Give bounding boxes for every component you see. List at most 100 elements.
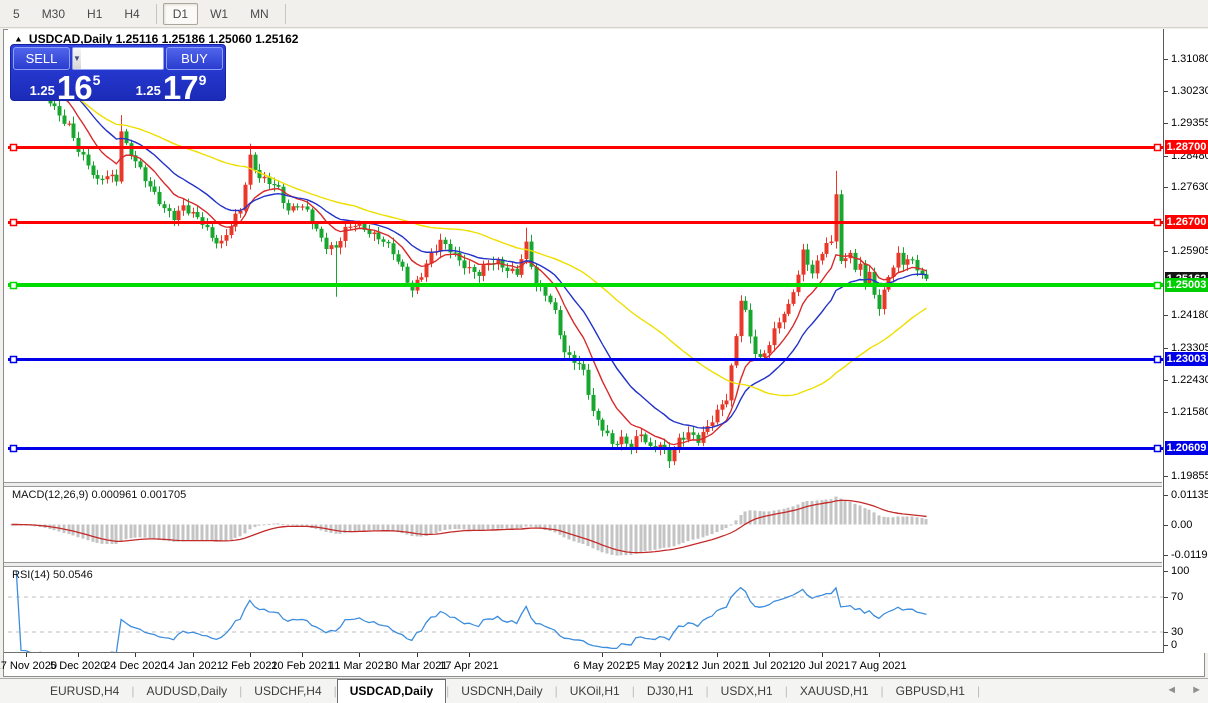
rsi-label: RSI(14) 50.0546 — [12, 569, 93, 581]
chart-tab-xauusd[interactable]: XAUUSD,H1 — [799, 684, 869, 698]
buy-price-point: 9 — [198, 72, 207, 88]
date-axis-label: 20 Jul 2021 — [793, 660, 851, 672]
axis-tick — [1164, 251, 1168, 253]
chart-tab-usdx[interactable]: USDX,H1 — [720, 684, 773, 698]
chart-tab-usdcad[interactable]: USDCAD,Daily — [336, 679, 447, 703]
price-axis-label: 1.30230 — [1171, 84, 1208, 97]
price-axis-label: 1.21580 — [1171, 405, 1208, 418]
axis-tick — [1164, 315, 1168, 317]
buy-price-button[interactable]: 1.25 17 9 — [119, 71, 223, 104]
date-axis[interactable]: 17 Nov 2020 5 Dec 2020 24 Dec 2020 14 Jan 2… — [0, 652, 1163, 676]
tab-separator: | — [880, 684, 884, 698]
price-axis[interactable]: 1.31080 1.30230 1.29355 1.28480 1.27630 1.259… — [1163, 29, 1208, 653]
rsi-axis-label: 0 — [1171, 639, 1178, 651]
date-axis-label: 5 Dec 2020 — [50, 660, 107, 672]
chart-tab-gbpusd[interactable]: GBPUSD,H1 — [895, 684, 965, 698]
date-axis-label: 17 Apr 2021 — [439, 660, 499, 672]
axis-tick — [1164, 347, 1168, 349]
date-tick — [78, 653, 80, 657]
date-tick — [302, 653, 304, 657]
date-tick — [769, 653, 771, 657]
hline-price-tag: 1.25003 — [1165, 277, 1208, 292]
main-chart-canvas[interactable] — [8, 29, 1163, 482]
buy-price-prefix: 1.25 — [135, 83, 161, 98]
chart-tab-eurusd[interactable]: EURUSD,H4 — [50, 684, 120, 698]
rsi-splitter[interactable] — [4, 562, 1162, 567]
axis-tick — [1164, 570, 1168, 572]
date-tick — [249, 653, 251, 657]
tab-scroll-left-icon[interactable]: ◄ — [1166, 684, 1178, 696]
sell-price-prefix: 1.25 — [29, 83, 55, 98]
timeframe-button-d1[interactable]: D1 — [162, 2, 199, 25]
axis-tick — [1164, 380, 1168, 382]
chart-title: ▲ USDCAD,Daily 1.25116 1.25186 1.25060 1… — [14, 32, 298, 46]
rsi-axis-label: 30 — [1171, 626, 1184, 638]
axis-tick — [1164, 597, 1168, 598]
timeframe-button-m30[interactable]: M30 — [41, 6, 66, 21]
timeframe-button-h1[interactable]: H1 — [87, 6, 103, 21]
buy-button[interactable]: BUY — [166, 47, 223, 70]
sell-price-point: 5 — [92, 72, 101, 88]
chart-tab-bar: EURUSD,H4 | AUDUSD,Daily | USDCHF,H4 | USDCAD,… — [0, 678, 1208, 703]
date-axis-label: 7 Aug 2021 — [850, 660, 907, 672]
tab-separator: | — [554, 684, 558, 698]
date-tick — [878, 653, 880, 657]
macd-splitter[interactable] — [4, 482, 1162, 487]
chart-tab-dj30[interactable]: DJ30,H1 — [646, 684, 694, 698]
date-tick — [602, 653, 604, 657]
chart-tab-usdchf[interactable]: USDCHF,H4 — [254, 684, 322, 698]
date-tick — [359, 653, 361, 657]
tab-separator: | — [631, 684, 635, 698]
volume-input[interactable] — [80, 48, 163, 69]
price-axis-label: 1.19855 — [1171, 470, 1208, 482]
price-axis-label: 1.29355 — [1171, 117, 1208, 130]
tab-separator: | — [239, 684, 243, 698]
axis-tick — [1164, 495, 1168, 496]
tab-scroll-right-icon[interactable]: ► — [1191, 684, 1202, 696]
collapse-panel-icon[interactable]: ▲ — [14, 34, 23, 44]
date-axis-label: 30 Mar 2021 — [385, 660, 448, 672]
date-tick — [659, 653, 661, 657]
date-axis-label: 24 Dec 2020 — [104, 660, 167, 672]
macd-axis-label: 0.00 — [1171, 518, 1193, 531]
axis-tick — [1164, 645, 1168, 646]
date-tick — [25, 653, 27, 657]
rsi-panel-canvas[interactable] — [8, 567, 1163, 652]
chart-tab-usdcnh[interactable]: USDCNH,Daily — [461, 684, 543, 698]
price-axis-label: 1.25905 — [1171, 245, 1208, 258]
axis-tick — [1164, 632, 1168, 633]
date-tick — [716, 653, 718, 657]
macd-label: MACD(12,26,9) 0.000961 0.001705 — [12, 489, 187, 501]
axis-tick — [1164, 155, 1168, 157]
timeframe-button-5[interactable]: 5 — [13, 6, 20, 21]
chart-tab-ukoil[interactable]: UKOil,H1 — [569, 684, 620, 698]
axis-tick — [1164, 59, 1168, 60]
timeframe-button-h4[interactable]: H4 — [124, 6, 140, 21]
tab-separator: | — [705, 684, 709, 698]
chart-tab-audusd[interactable]: AUDUSD,Daily — [146, 684, 228, 698]
sell-button[interactable]: SELL — [13, 47, 70, 70]
axis-tick — [1164, 476, 1168, 477]
chart-title-text: USDCAD,Daily 1.25116 1.25186 1.25060 1.2… — [28, 32, 299, 46]
macd-axis-label: -0.01190 — [1171, 549, 1208, 562]
timeframe-button-mn[interactable]: MN — [250, 6, 269, 21]
sell-price-button[interactable]: 1.25 16 5 — [13, 71, 117, 104]
price-axis-label: 1.27630 — [1171, 181, 1208, 194]
hline-price-tag: 1.23003 — [1165, 352, 1208, 367]
axis-tick — [1164, 187, 1168, 189]
date-tick — [468, 653, 470, 657]
volume-decrease-button[interactable]: ▼ — [73, 48, 81, 69]
date-axis-label: 2 Feb 2021 — [221, 660, 278, 672]
timeframe-button-w1[interactable]: W1 — [210, 6, 229, 21]
axis-tick — [1164, 123, 1168, 125]
rsi-axis-label: 100 — [1171, 564, 1190, 577]
price-axis-label: 1.22430 — [1171, 374, 1208, 387]
date-tick — [416, 653, 418, 657]
price-axis-label: 1.24180 — [1171, 309, 1208, 322]
macd-panel-canvas[interactable] — [8, 487, 1163, 562]
tab-scroll-buttons: ◄ ► — [1166, 684, 1202, 696]
toolbar-separator — [155, 3, 157, 24]
macd-axis-label: 0.01135 — [1171, 489, 1208, 501]
date-axis-label: 25 May 2021 — [627, 660, 692, 672]
